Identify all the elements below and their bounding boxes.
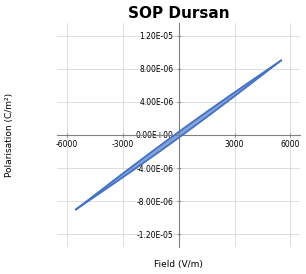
X-axis label: Field (V/m): Field (V/m) — [154, 260, 203, 269]
Y-axis label: Polarisation (C/m²): Polarisation (C/m²) — [5, 93, 13, 177]
Polygon shape — [76, 60, 281, 210]
Title: SOP Dursan: SOP Dursan — [128, 5, 229, 21]
